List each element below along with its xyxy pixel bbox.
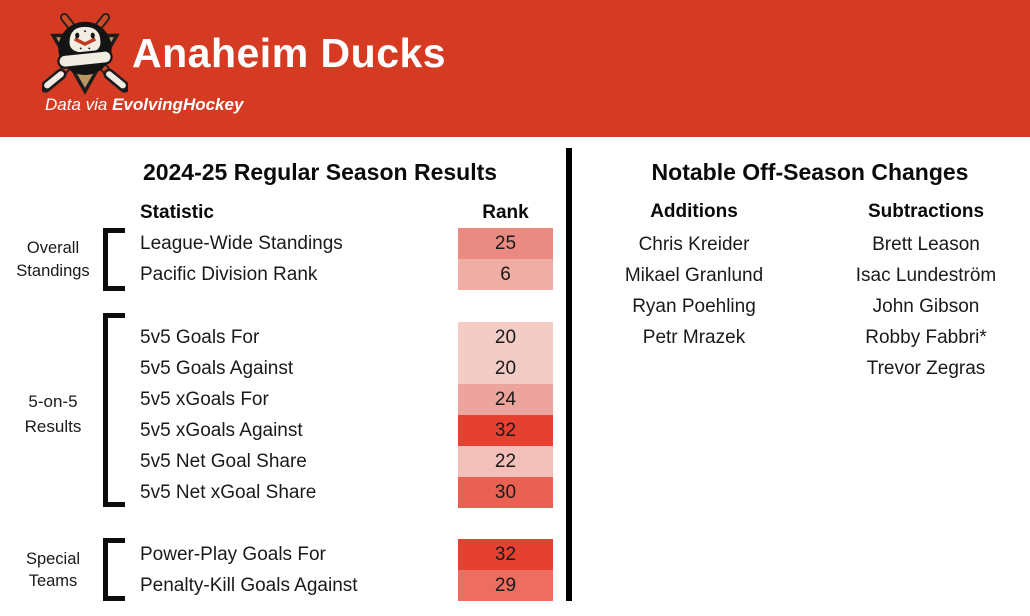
rank-cell: 20 — [458, 322, 553, 353]
statistic-label: Penalty-Kill Goals Against — [140, 574, 358, 596]
table-row: Pacific Division Rank 6 — [140, 259, 553, 290]
group-label-line: Teams — [28, 572, 78, 590]
ducks-logo — [42, 13, 128, 95]
rank-cell: 32 — [458, 539, 553, 570]
section-divider — [566, 148, 572, 601]
rank-cell: 20 — [458, 353, 553, 384]
rank-cell: 22 — [458, 446, 553, 477]
column-header-statistic: Statistic — [140, 202, 214, 223]
table-row: League-Wide Standings 25 — [140, 228, 553, 259]
rank-cell: 29 — [458, 570, 553, 601]
team-title: Anaheim Ducks — [132, 30, 447, 76]
statistic-label: League-Wide Standings — [140, 232, 343, 254]
statistic-label: 5v5 xGoals Against — [140, 419, 303, 441]
group-label-line: Standings — [16, 262, 90, 280]
table-row: 5v5 xGoals Against 32 — [140, 415, 553, 446]
subtractions-header: Subtractions — [867, 201, 985, 222]
player-name: Trevor Zegras — [866, 357, 986, 379]
offseason-title: Notable Off-Season Changes — [651, 159, 969, 185]
group-label-line: Special — [25, 550, 81, 568]
table-row: 5v5 Net Goal Share 22 — [140, 446, 553, 477]
group-label-overall-standings: Overall Standings — [1, 237, 105, 283]
table-row: 5v5 Goals For 20 — [140, 322, 553, 353]
statistic-label: 5v5 Goals For — [140, 326, 260, 348]
additions-column: Additions Chris Kreider Mikael Granlund … — [594, 201, 794, 353]
statistic-label: 5v5 Goals Against — [140, 357, 294, 379]
player-name: John Gibson — [872, 295, 980, 317]
statistic-label: 5v5 xGoals For — [140, 388, 269, 410]
group-label-5on5-results: 5-on-5 Results — [1, 389, 105, 439]
group-label-line: Results — [24, 417, 82, 436]
statistic-label: 5v5 Net Goal Share — [140, 450, 307, 472]
statistic-label: 5v5 Net xGoal Share — [140, 481, 317, 503]
player-name: Mikael Granlund — [624, 264, 764, 286]
group-label-line: Overall — [26, 239, 80, 257]
results-title: 2024-25 Regular Season Results — [142, 159, 498, 185]
rank-cell: 30 — [458, 477, 553, 508]
player-name: Robby Fabbri* — [865, 326, 987, 348]
table-row: 5v5 Goals Against 20 — [140, 353, 553, 384]
rank-cell: 32 — [458, 415, 553, 446]
group-label-line: 5-on-5 — [28, 392, 78, 411]
player-name: Petr Mrazek — [642, 326, 746, 348]
table-row: 5v5 xGoals For 24 — [140, 384, 553, 415]
data-credit-brand: EvolvingHockey — [112, 95, 244, 114]
statistic-label: Power-Play Goals For — [140, 543, 326, 565]
group-label-special-teams: Special Teams — [1, 548, 105, 592]
header: Anaheim Ducks Data via EvolvingHockey — [0, 0, 1030, 137]
group-bracket — [103, 228, 125, 291]
group-bracket — [103, 313, 125, 507]
table-row: 5v5 Net xGoal Share 30 — [140, 477, 553, 508]
table-row: Penalty-Kill Goals Against 29 — [140, 570, 553, 601]
subtractions-column: Subtractions Brett Leason Isac Lundeströ… — [811, 201, 1030, 384]
rank-cell: 6 — [458, 259, 553, 290]
rank-cell: 24 — [458, 384, 553, 415]
rank-cell: 25 — [458, 228, 553, 259]
player-name: Chris Kreider — [638, 233, 750, 255]
data-credit-prefix: Data via — [45, 95, 113, 114]
data-credit: Data via EvolvingHockey — [45, 95, 243, 115]
table-row: Power-Play Goals For 32 — [140, 539, 553, 570]
group-bracket — [103, 538, 125, 601]
player-name: Ryan Poehling — [632, 295, 756, 317]
column-header-rank: Rank — [482, 202, 529, 223]
player-name: Isac Lundeström — [855, 264, 997, 286]
player-name: Brett Leason — [872, 233, 980, 255]
additions-header: Additions — [650, 201, 738, 222]
statistic-label: Pacific Division Rank — [140, 263, 318, 285]
